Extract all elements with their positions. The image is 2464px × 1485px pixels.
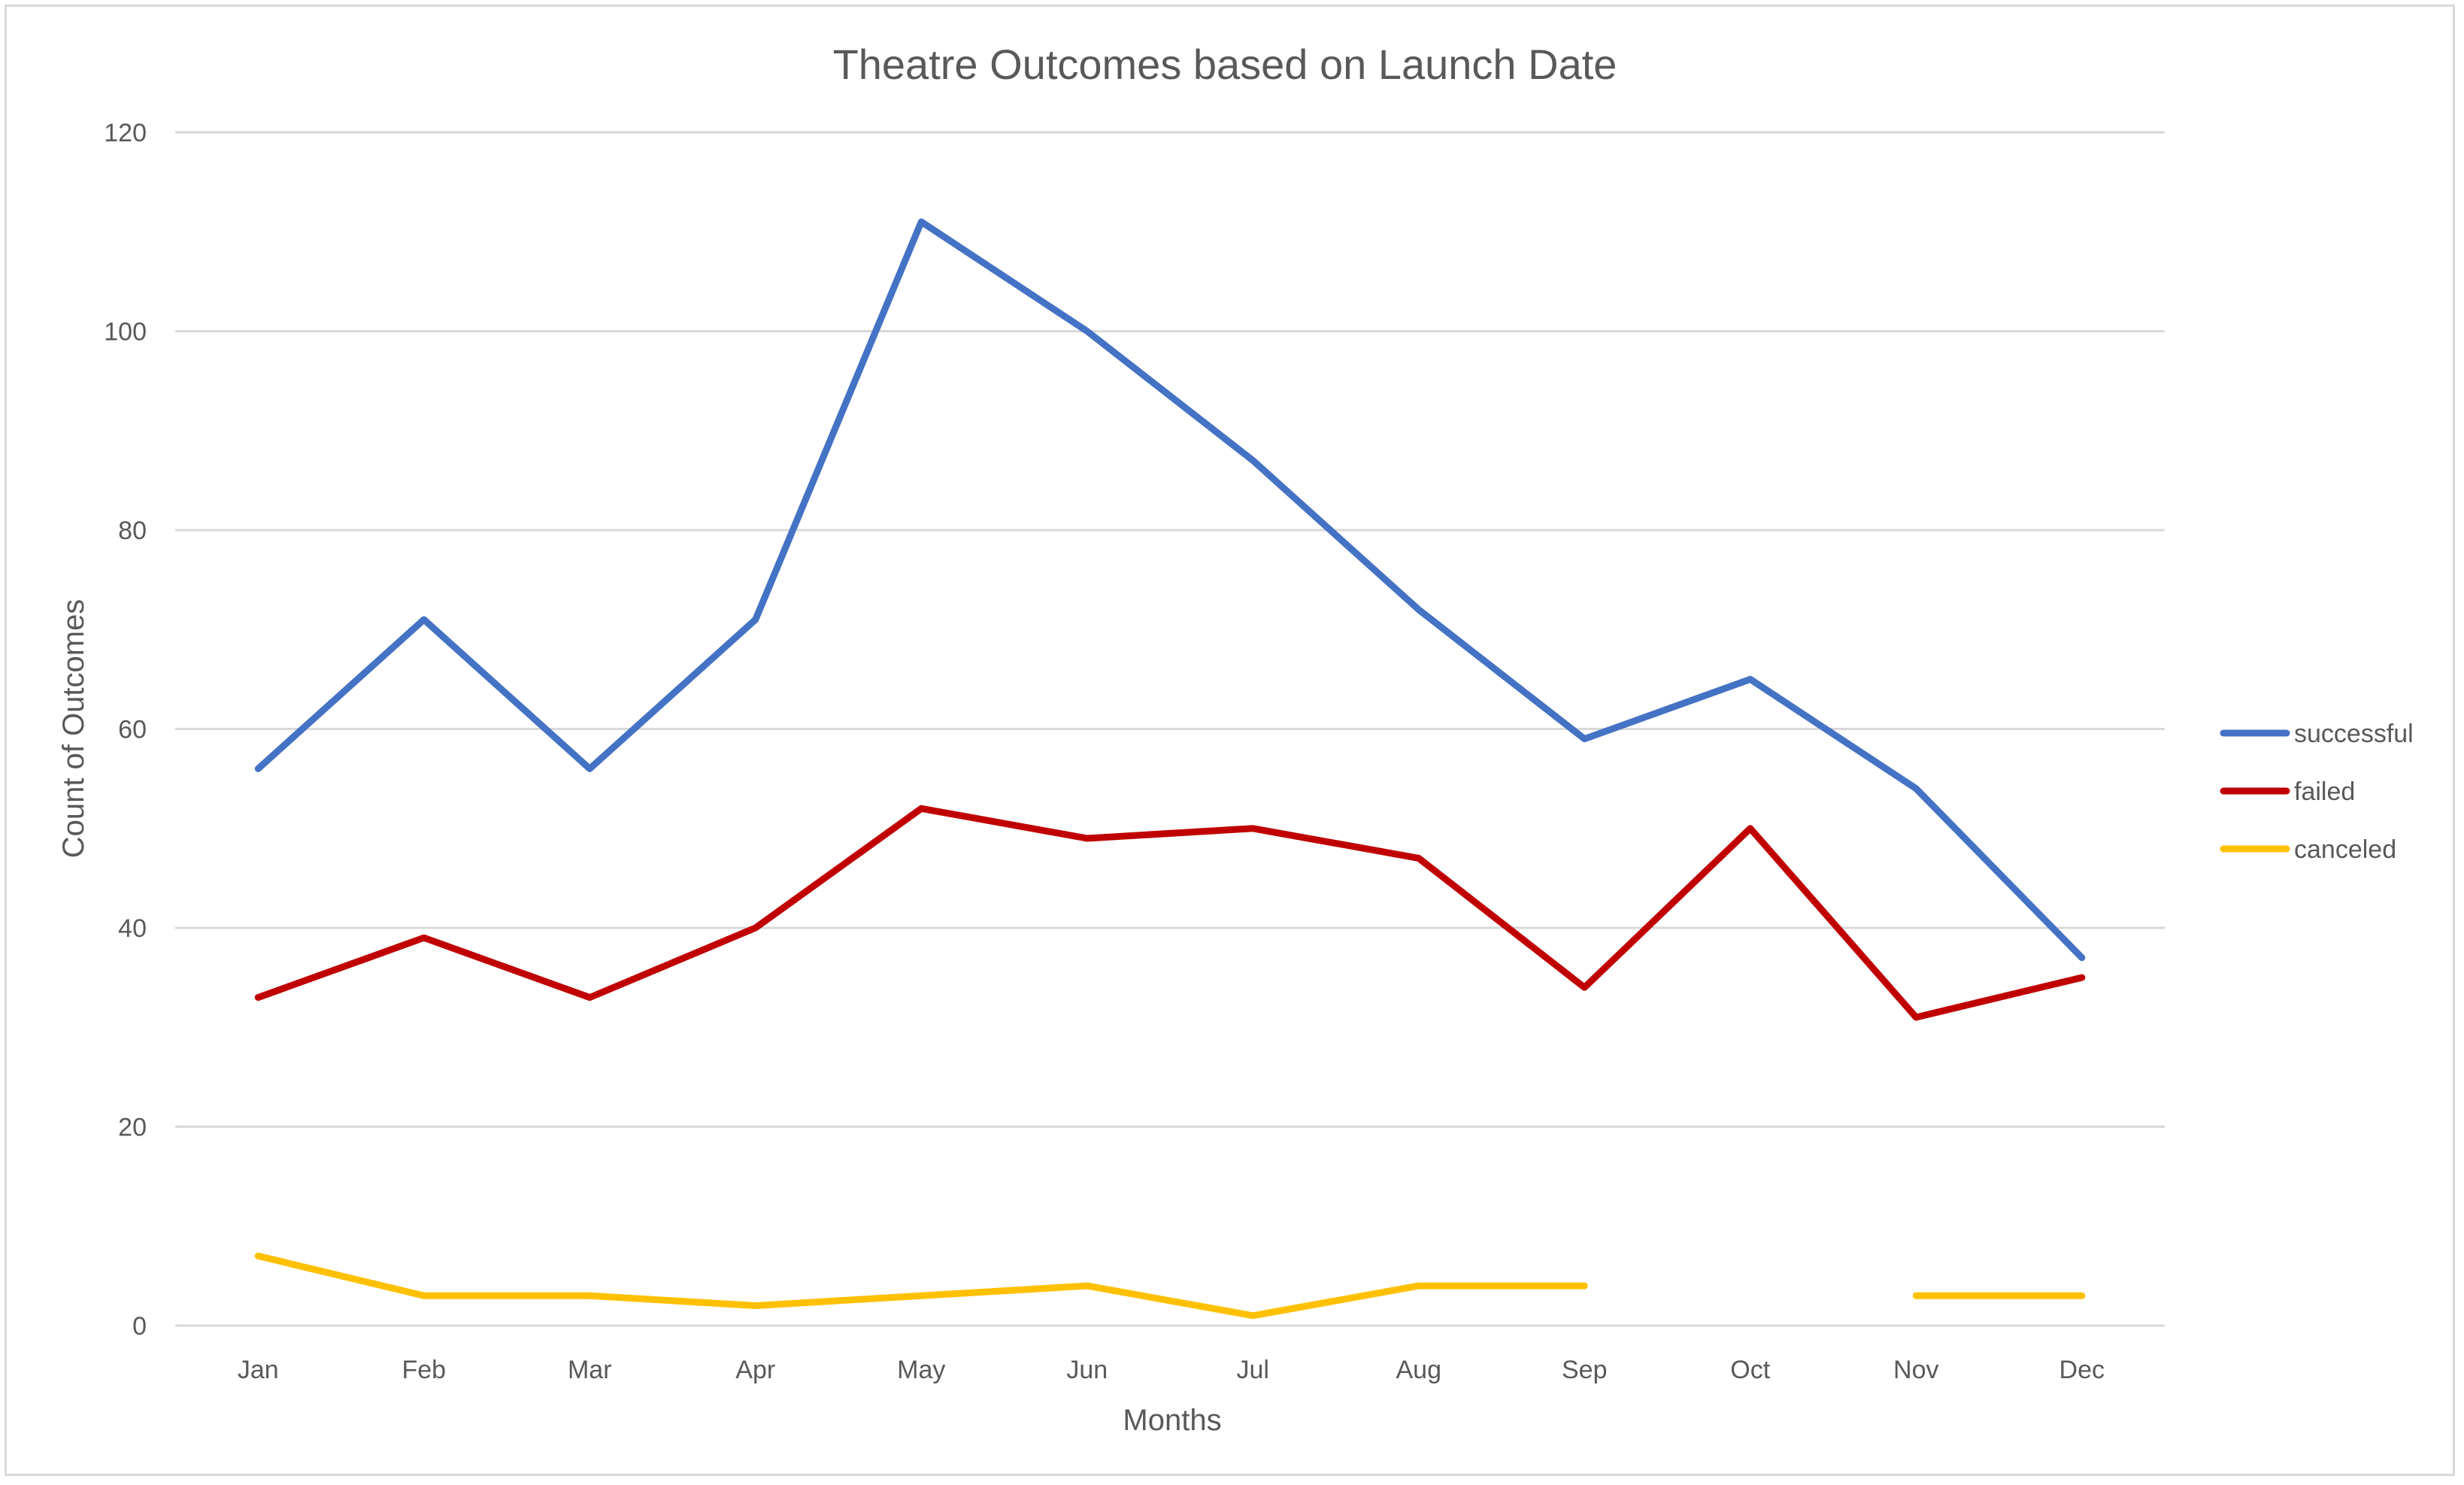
series-line-failed xyxy=(254,805,2086,1021)
series-line-successful xyxy=(254,218,2086,962)
legend-label-successful: successful xyxy=(2294,720,2414,748)
x-tick-label: Jul xyxy=(1237,1356,1269,1384)
y-tick-label: 100 xyxy=(104,318,147,347)
y-axis-ticks: 0 20 40 60 80 100 120 xyxy=(104,119,147,1341)
series-line-canceled xyxy=(254,1252,1588,1320)
x-tick-label: Mar xyxy=(568,1356,612,1384)
x-tick-label: Aug xyxy=(1396,1356,1442,1384)
y-tick-label: 20 xyxy=(118,1114,147,1142)
series-failed xyxy=(254,805,2086,1021)
x-tick-label: May xyxy=(897,1356,945,1384)
y-tick-label: 80 xyxy=(118,517,147,545)
x-tick-label: Feb xyxy=(402,1356,446,1384)
series-canceled xyxy=(254,1252,2086,1320)
series-lines xyxy=(254,218,2086,1320)
chart-frame: Theatre Outcomes based on Launch Date 0 2… xyxy=(5,5,2455,1476)
line-chart: Theatre Outcomes based on Launch Date 0 2… xyxy=(57,41,2414,1437)
y-tick-label: 60 xyxy=(118,716,147,744)
x-axis-ticks: Jan Feb Mar Apr May Jun Jul Aug Sep Oct Nov Dec xyxy=(238,1356,2105,1384)
legend-label-failed: failed xyxy=(2294,777,2355,806)
x-tick-label: Sep xyxy=(1562,1356,1608,1384)
series-successful xyxy=(254,218,2086,962)
x-tick-label: Nov xyxy=(1893,1356,1938,1384)
y-tick-label: 40 xyxy=(118,914,147,943)
y-axis-title: Count of Outcomes xyxy=(57,599,90,859)
gridlines xyxy=(175,131,2165,1327)
x-tick-label: Apr xyxy=(735,1356,775,1384)
x-tick-label: Jun xyxy=(1066,1356,1108,1384)
legend-label-canceled: canceled xyxy=(2294,835,2396,864)
x-axis-title: Months xyxy=(1123,1404,1221,1437)
x-tick-label: Jan xyxy=(238,1356,279,1384)
legend: successful failed canceled xyxy=(2220,720,2414,864)
x-tick-label: Oct xyxy=(1730,1356,1770,1384)
chart-title: Theatre Outcomes based on Launch Date xyxy=(833,41,1617,88)
y-tick-label: 120 xyxy=(104,119,147,147)
y-tick-label: 0 xyxy=(132,1312,147,1341)
x-tick-label: Dec xyxy=(2059,1356,2105,1384)
